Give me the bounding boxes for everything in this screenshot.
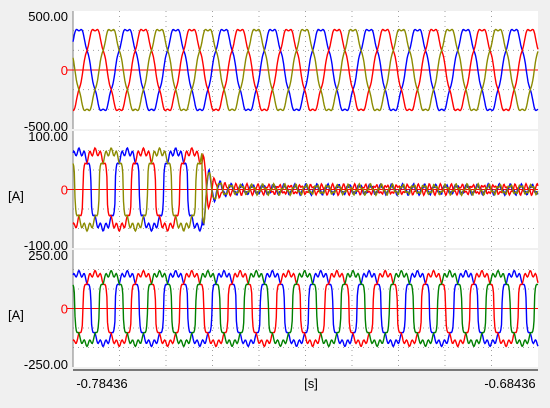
top-panel-ymin-label: -500.00 (24, 119, 68, 134)
series-line-0 (72, 28, 539, 112)
bottom-panel-zero-label: 0 (61, 302, 68, 317)
series-line-1 (72, 269, 539, 348)
series-line-0 (72, 269, 539, 348)
middle-panel-ymax-label: 100.00 (28, 129, 68, 144)
x-axis-unit-label: [s] (304, 376, 318, 391)
middle-panel-ymin-label: -100.00 (24, 238, 68, 253)
x-axis-end-label: -0.68436 (484, 376, 535, 391)
series-line-2 (72, 269, 539, 348)
middle-panel: 100.00 0 -100.00 [A] (8, 129, 539, 253)
middle-panel-series (72, 146, 539, 233)
middle-panel-unit-label: [A] (8, 189, 24, 204)
bottom-panel-series (72, 269, 539, 348)
series-line-1 (72, 146, 539, 232)
middle-panel-zero-label: 0 (61, 183, 68, 198)
series-line-2 (72, 28, 539, 112)
series-line-2 (72, 146, 539, 233)
bottom-panel-ymin-label: -250.00 (24, 357, 68, 372)
x-axis-start-label: -0.78436 (76, 376, 127, 391)
top-panel-ymax-label: 500.00 (28, 9, 68, 24)
top-panel-zero-label: 0 (61, 63, 68, 78)
bottom-panel-ymax-label: 250.00 (28, 248, 68, 263)
top-panel: 500.00 0 -500.00 (24, 9, 539, 134)
x-axis: -0.78436 [s] -0.68436 (73, 369, 538, 391)
top-panel-series (72, 28, 539, 112)
bottom-panel: 250.00 0 -250.00 [A] (8, 248, 539, 372)
bottom-panel-unit-label: [A] (8, 308, 24, 323)
series-line-1 (72, 28, 539, 112)
